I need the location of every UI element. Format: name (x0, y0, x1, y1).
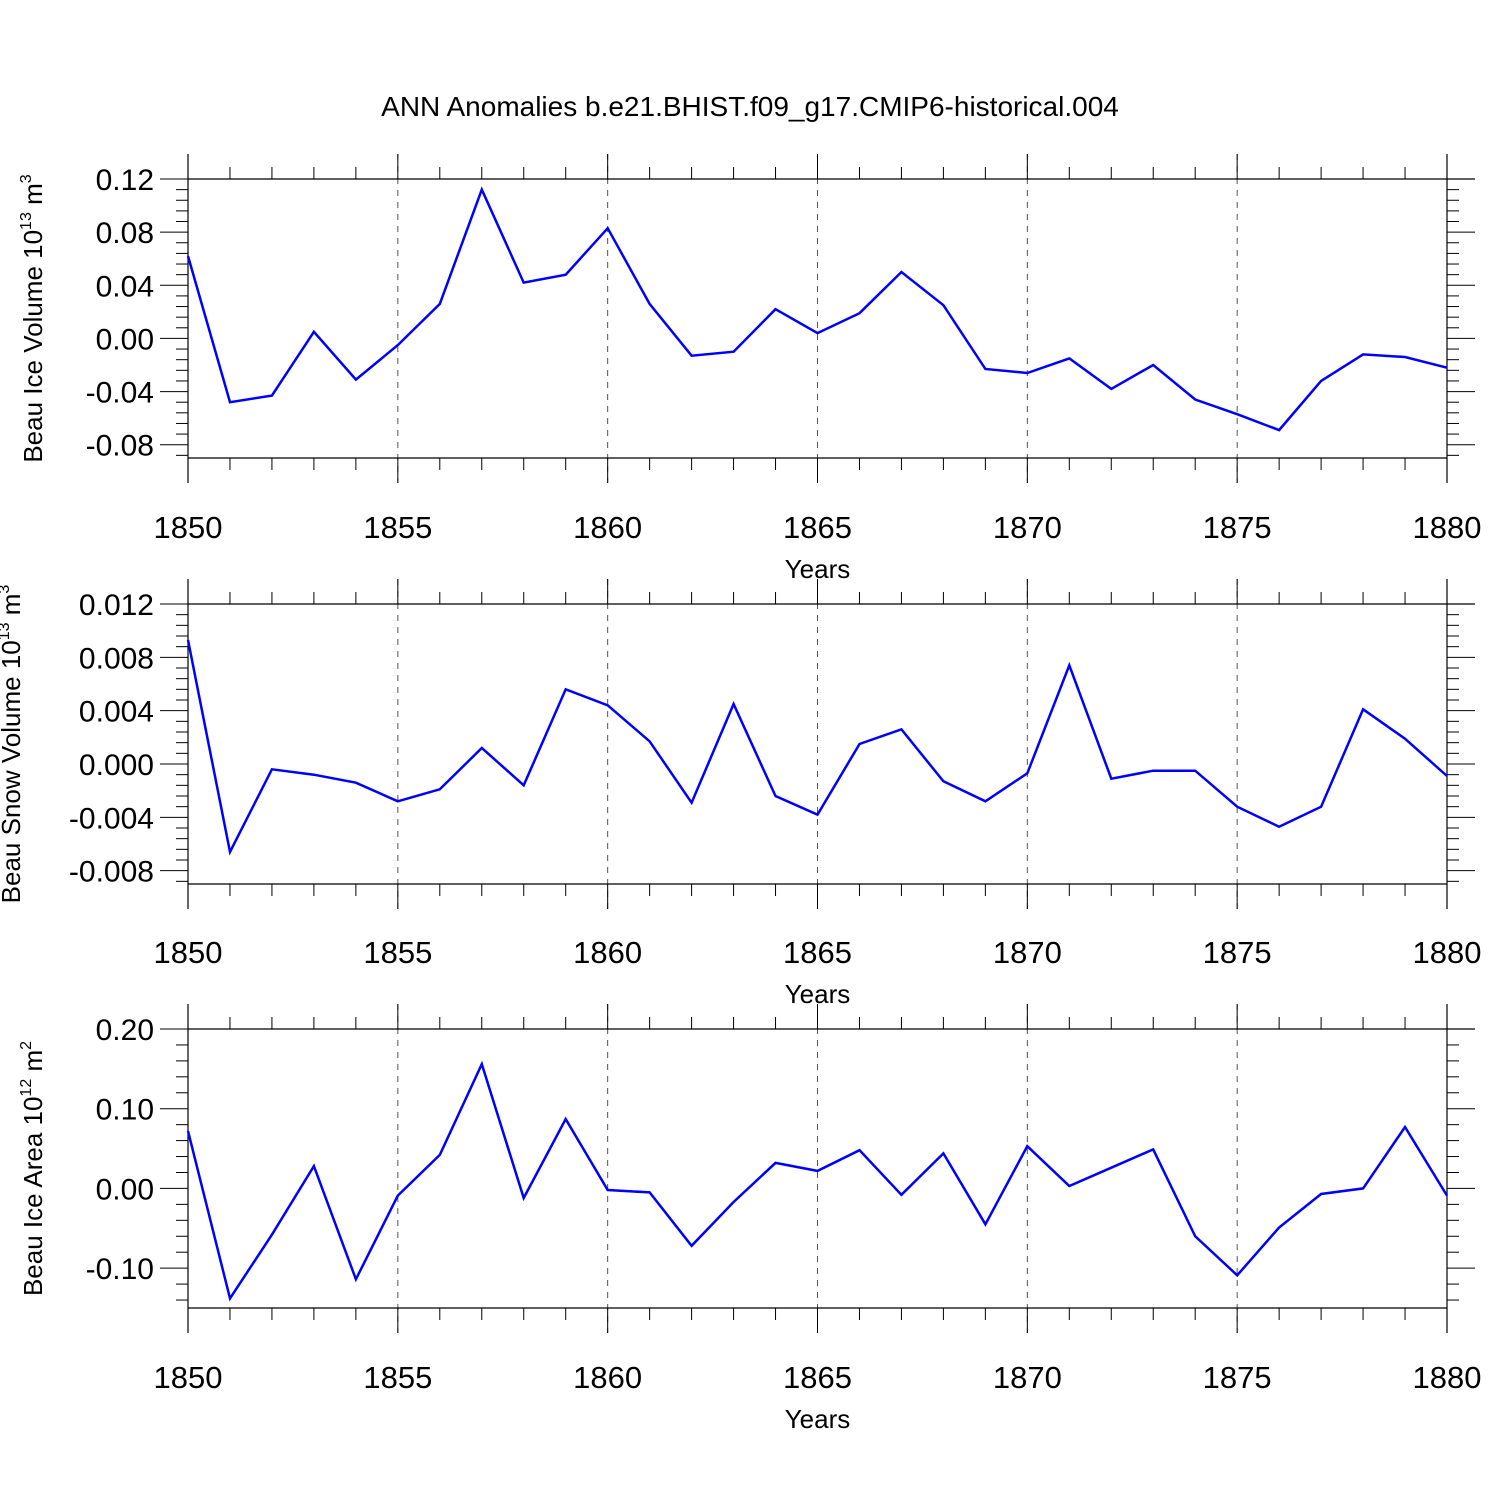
x-tick-label: 1855 (363, 1360, 432, 1395)
x-tick-label: 1865 (783, 935, 852, 970)
y-axis-title: Beau Ice Area 1012 m2 (18, 1041, 48, 1296)
x-tick-label: 1880 (1413, 935, 1482, 970)
y-tick-label: 0.00 (96, 323, 154, 356)
y-tick-label: 0.00 (96, 1173, 154, 1206)
x-tick-label: 1875 (1203, 1360, 1272, 1395)
y-tick-label: -0.004 (69, 802, 154, 835)
y-tick-label: 0.10 (96, 1094, 154, 1127)
chart-panel-2: 0.012 0.008 0.004 0.000 -0.004 -0.008 1850 1855… (0, 579, 1481, 1009)
y-tick-label: 0.012 (79, 589, 154, 622)
y-axis-title: Beau Ice Volume 1013 m3 (18, 174, 48, 462)
y-tick-label: 0.008 (79, 642, 154, 675)
x-axis-title: Years (785, 1404, 851, 1434)
y-tick-label: 0.08 (96, 217, 154, 250)
x-tick-label: 1855 (363, 935, 432, 970)
y-tick-label: 0.20 (96, 1014, 154, 1047)
x-tick-label: 1860 (573, 1360, 642, 1395)
x-tick-label: 1860 (573, 510, 642, 545)
data-series-line (186, 1060, 1449, 1302)
x-tick-label: 1850 (154, 935, 223, 970)
x-tick-label: 1875 (1203, 510, 1272, 545)
y-tick-label: 0.04 (96, 270, 154, 303)
chart-panel-1: 0.12 0.08 0.04 0.00 -0.04 -0.08 1850 1855 1860 18… (18, 154, 1481, 584)
panels: 0.12 0.08 0.04 0.00 -0.04 -0.08 1850 1855 1860 18… (0, 154, 1481, 1434)
x-tick-label: 1855 (363, 510, 432, 545)
x-tick-label: 1880 (1413, 510, 1482, 545)
y-tick-label: -0.04 (86, 377, 154, 410)
y-tick-label: 0.12 (96, 164, 154, 197)
y-tick-label: -0.10 (86, 1253, 154, 1286)
x-tick-label: 1870 (993, 1360, 1062, 1395)
y-tick-label: 0.004 (79, 696, 154, 729)
data-series-line (186, 639, 1448, 856)
y-tick-label: -0.008 (69, 856, 154, 889)
y-tick-label: -0.08 (86, 430, 154, 463)
chart-panel-3: 0.20 0.10 0.00 -0.10 1850 1855 1860 1865 1870 187… (18, 1004, 1481, 1434)
x-tick-label: 1865 (783, 510, 852, 545)
x-tick-label: 1850 (154, 510, 223, 545)
y-axis-title: Beau Snow Volume 1013 m3 (0, 585, 26, 904)
chart-title: ANN Anomalies b.e21.BHIST.f09_g17.CMIP6-… (381, 91, 1119, 122)
data-series-line (186, 186, 1448, 432)
x-tick-label: 1880 (1413, 1360, 1482, 1395)
y-tick-label: 0.000 (79, 749, 154, 782)
x-tick-label: 1865 (783, 1360, 852, 1395)
x-tick-label: 1875 (1203, 935, 1272, 970)
x-tick-label: 1850 (154, 1360, 223, 1395)
x-tick-label: 1870 (993, 510, 1062, 545)
x-tick-label: 1860 (573, 935, 642, 970)
x-tick-label: 1870 (993, 935, 1062, 970)
